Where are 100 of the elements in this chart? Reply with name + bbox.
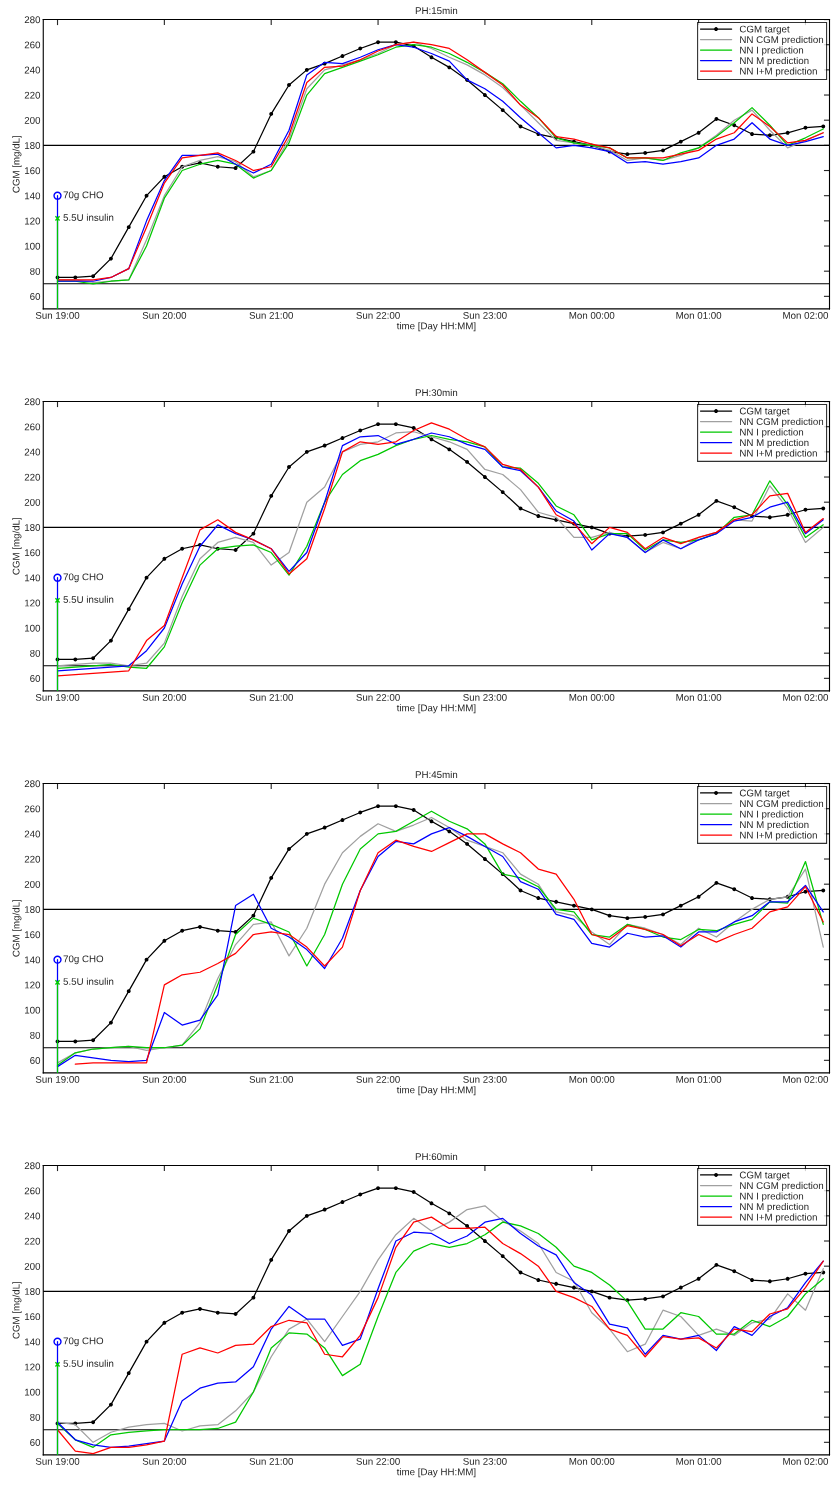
annotation: 5.5U insulin xyxy=(63,595,114,603)
y-tick-label: 80 xyxy=(30,1413,41,1421)
x-tick-label: Sun 21:00 xyxy=(249,1075,293,1083)
x-tick-label: Mon 02:00 xyxy=(783,1075,829,1083)
y-axis-title: CGM [mg/dL] xyxy=(12,518,22,575)
x-tick-label: Mon 01:00 xyxy=(676,311,722,319)
y-tick-label: 180 xyxy=(25,906,41,913)
legend-label: NN M prediction xyxy=(740,438,809,448)
x-tick-label: Sun 19:00 xyxy=(35,1075,80,1083)
annotation: 5.5U insulin xyxy=(63,1359,114,1367)
y-tick-label: 200 xyxy=(24,880,41,888)
y-tick-label: 140 xyxy=(25,574,41,582)
legend-label: NN I+M prediction xyxy=(740,67,817,77)
y-tick-label: 120 xyxy=(25,981,41,989)
legend-label: NN I prediction xyxy=(740,428,804,438)
x-tick-label: Sun 23:00 xyxy=(463,693,507,701)
x-tick-label: Mon 00:00 xyxy=(569,1457,615,1465)
y-tick-label: 140 xyxy=(25,1338,41,1346)
y-tick-label: 200 xyxy=(24,1262,41,1270)
y-tick-label: 180 xyxy=(25,1288,41,1295)
y-tick-label: 280 xyxy=(24,780,41,788)
x-tick-label: Sun 19:00 xyxy=(35,311,80,319)
y-tick-label: 280 xyxy=(24,16,41,24)
y-tick-label: 120 xyxy=(25,599,41,607)
y-axis-title: CGM [mg/dL] xyxy=(12,900,22,957)
y-tick-label: 240 xyxy=(24,448,41,456)
y-tick-label: 120 xyxy=(25,1363,41,1371)
y-tick-label: 260 xyxy=(24,805,41,813)
x-tick-label: Sun 20:00 xyxy=(142,1075,187,1083)
x-tick-label: Mon 00:00 xyxy=(569,311,615,319)
x-tick-label: Sun 19:00 xyxy=(35,693,80,701)
x-tick-label: Sun 20:00 xyxy=(142,1457,187,1465)
x-axis-title: time [Day HH:MM] xyxy=(396,704,476,714)
legend-label: NN M prediction xyxy=(740,56,809,66)
x-tick-label: Mon 02:00 xyxy=(783,311,829,319)
legend-label: NN I+M prediction xyxy=(740,1213,817,1223)
y-axis-title: CGM [mg/dL] xyxy=(12,1282,22,1339)
y-tick-label: 260 xyxy=(24,41,41,49)
annotation: 70g CHO xyxy=(63,573,104,583)
legend-label: CGM target xyxy=(739,407,790,417)
annotation: 70g CHO xyxy=(63,191,104,201)
y-tick-label: 60 xyxy=(30,293,41,300)
legend-label: NN I+M prediction xyxy=(740,449,817,459)
legend-label: CGM target xyxy=(739,25,790,35)
y-tick-label: 160 xyxy=(25,1313,41,1321)
chart-title: PH:30min xyxy=(415,388,458,397)
y-tick-label: 100 xyxy=(25,624,41,632)
x-tick-label: Sun 20:00 xyxy=(142,693,187,701)
x-tick-label: Sun 20:00 xyxy=(142,311,187,319)
x-tick-label: Sun 22:00 xyxy=(356,311,400,319)
y-axis-title: CGM [mg/dL] xyxy=(12,136,22,193)
x-tick-label: Sun 19:00 xyxy=(35,1457,80,1465)
legend-label: NN CGM prediction xyxy=(740,417,824,427)
y-tick-label: 280 xyxy=(24,1162,41,1170)
annotation: 70g CHO xyxy=(63,955,104,965)
y-tick-label: 60 xyxy=(30,675,41,682)
y-tick-label: 260 xyxy=(24,1187,41,1195)
y-tick-label: 220 xyxy=(24,473,41,481)
x-tick-label: Sun 23:00 xyxy=(463,1457,507,1465)
y-tick-label: 220 xyxy=(24,91,41,99)
chart-title: PH:45min xyxy=(415,770,458,779)
x-tick-label: Mon 00:00 xyxy=(569,1075,615,1083)
annotation: 5.5U insulin xyxy=(63,213,114,221)
x-tick-label: Sun 23:00 xyxy=(463,1075,507,1083)
annotation: 5.5U insulin xyxy=(63,977,114,985)
chart-title: PH:60min xyxy=(415,1152,458,1161)
legend-label: NN CGM prediction xyxy=(740,35,824,45)
chart-title: PH:15min xyxy=(415,6,458,15)
y-tick-label: 80 xyxy=(30,1031,41,1039)
y-tick-label: 100 xyxy=(25,242,41,250)
y-tick-label: 260 xyxy=(24,423,41,431)
y-tick-label: 100 xyxy=(25,1006,41,1014)
y-tick-label: 200 xyxy=(24,116,41,124)
legend-label: NN I prediction xyxy=(740,1192,804,1202)
y-tick-label: 180 xyxy=(25,142,41,149)
y-tick-label: 140 xyxy=(25,192,41,200)
y-tick-label: 240 xyxy=(24,1212,41,1220)
legend-label: NN I prediction xyxy=(740,810,804,820)
legend-label: NN M prediction xyxy=(740,820,809,830)
y-tick-label: 160 xyxy=(25,549,41,557)
legend-label: NN CGM prediction xyxy=(740,799,824,809)
y-tick-label: 80 xyxy=(30,267,41,275)
x-tick-label: Sun 21:00 xyxy=(249,1457,293,1465)
x-tick-label: Mon 02:00 xyxy=(783,1457,829,1465)
legend-label: NN I+M prediction xyxy=(740,831,817,841)
x-axis-title: time [Day HH:MM] xyxy=(396,322,476,332)
y-tick-label: 180 xyxy=(25,524,41,531)
x-tick-label: Mon 01:00 xyxy=(676,1457,722,1465)
x-tick-label: Sun 22:00 xyxy=(356,693,400,701)
y-tick-label: 240 xyxy=(24,830,41,838)
y-tick-label: 120 xyxy=(25,217,41,225)
x-tick-label: Sun 22:00 xyxy=(356,1457,400,1465)
legend-label: NN CGM prediction xyxy=(740,1181,824,1191)
x-tick-label: Mon 02:00 xyxy=(783,693,829,701)
y-tick-label: 60 xyxy=(30,1439,41,1446)
y-tick-label: 200 xyxy=(24,498,41,506)
legend-label: CGM target xyxy=(739,789,790,799)
x-tick-label: Sun 22:00 xyxy=(356,1075,400,1083)
legend-label: NN M prediction xyxy=(740,1202,809,1212)
x-tick-label: Mon 00:00 xyxy=(569,693,615,701)
